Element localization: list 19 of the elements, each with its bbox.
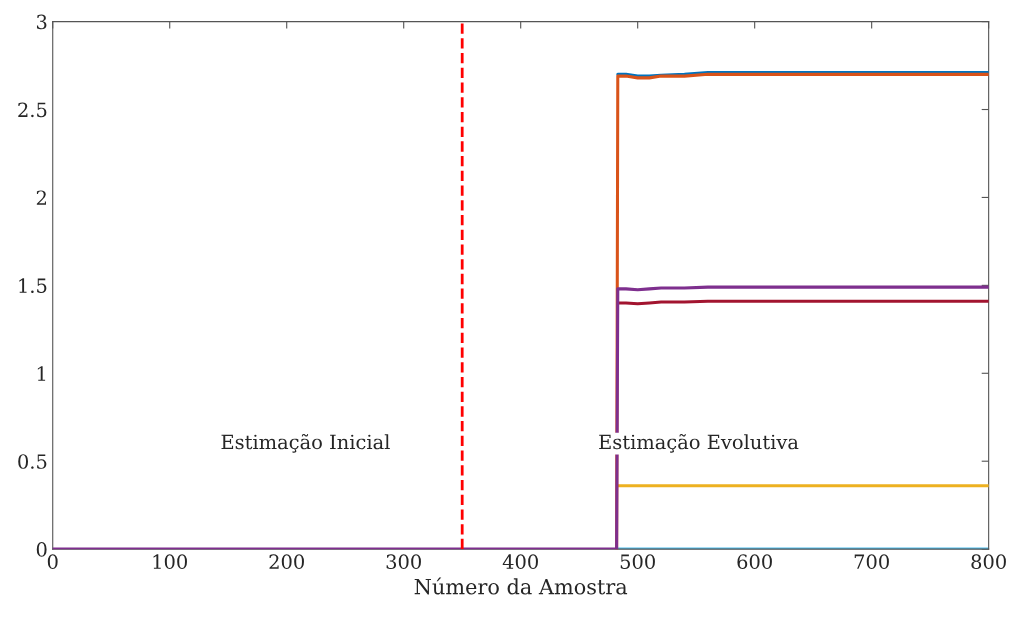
y-tick-label: 3 bbox=[36, 14, 47, 30]
x-tick-label: 0 bbox=[47, 554, 58, 570]
x-tick-label: 500 bbox=[620, 554, 655, 570]
x-tick-label: 800 bbox=[971, 554, 1006, 570]
x-tick-label: 300 bbox=[386, 554, 421, 570]
x-tick-label: 700 bbox=[854, 554, 889, 570]
y-tick-label: 0 bbox=[36, 542, 47, 557]
y-tick-label: 1.5 bbox=[19, 278, 47, 294]
y-tick-label: 2.5 bbox=[18, 102, 47, 118]
x-tick-label: 400 bbox=[502, 554, 538, 570]
y-tick-label: 1 bbox=[37, 366, 46, 381]
annotation: Estimação Inicial bbox=[221, 433, 390, 453]
annotation: Estimação Evolutiva bbox=[599, 433, 799, 453]
x-axis-title: Número da Amostra bbox=[414, 577, 628, 595]
x-tick-label: 200 bbox=[269, 554, 304, 570]
y-tick-label: 2 bbox=[36, 190, 46, 205]
x-tick-label: 600 bbox=[737, 554, 772, 570]
y-tick-label: 0.5 bbox=[18, 454, 47, 469]
x-tick-label: 100 bbox=[153, 554, 187, 570]
